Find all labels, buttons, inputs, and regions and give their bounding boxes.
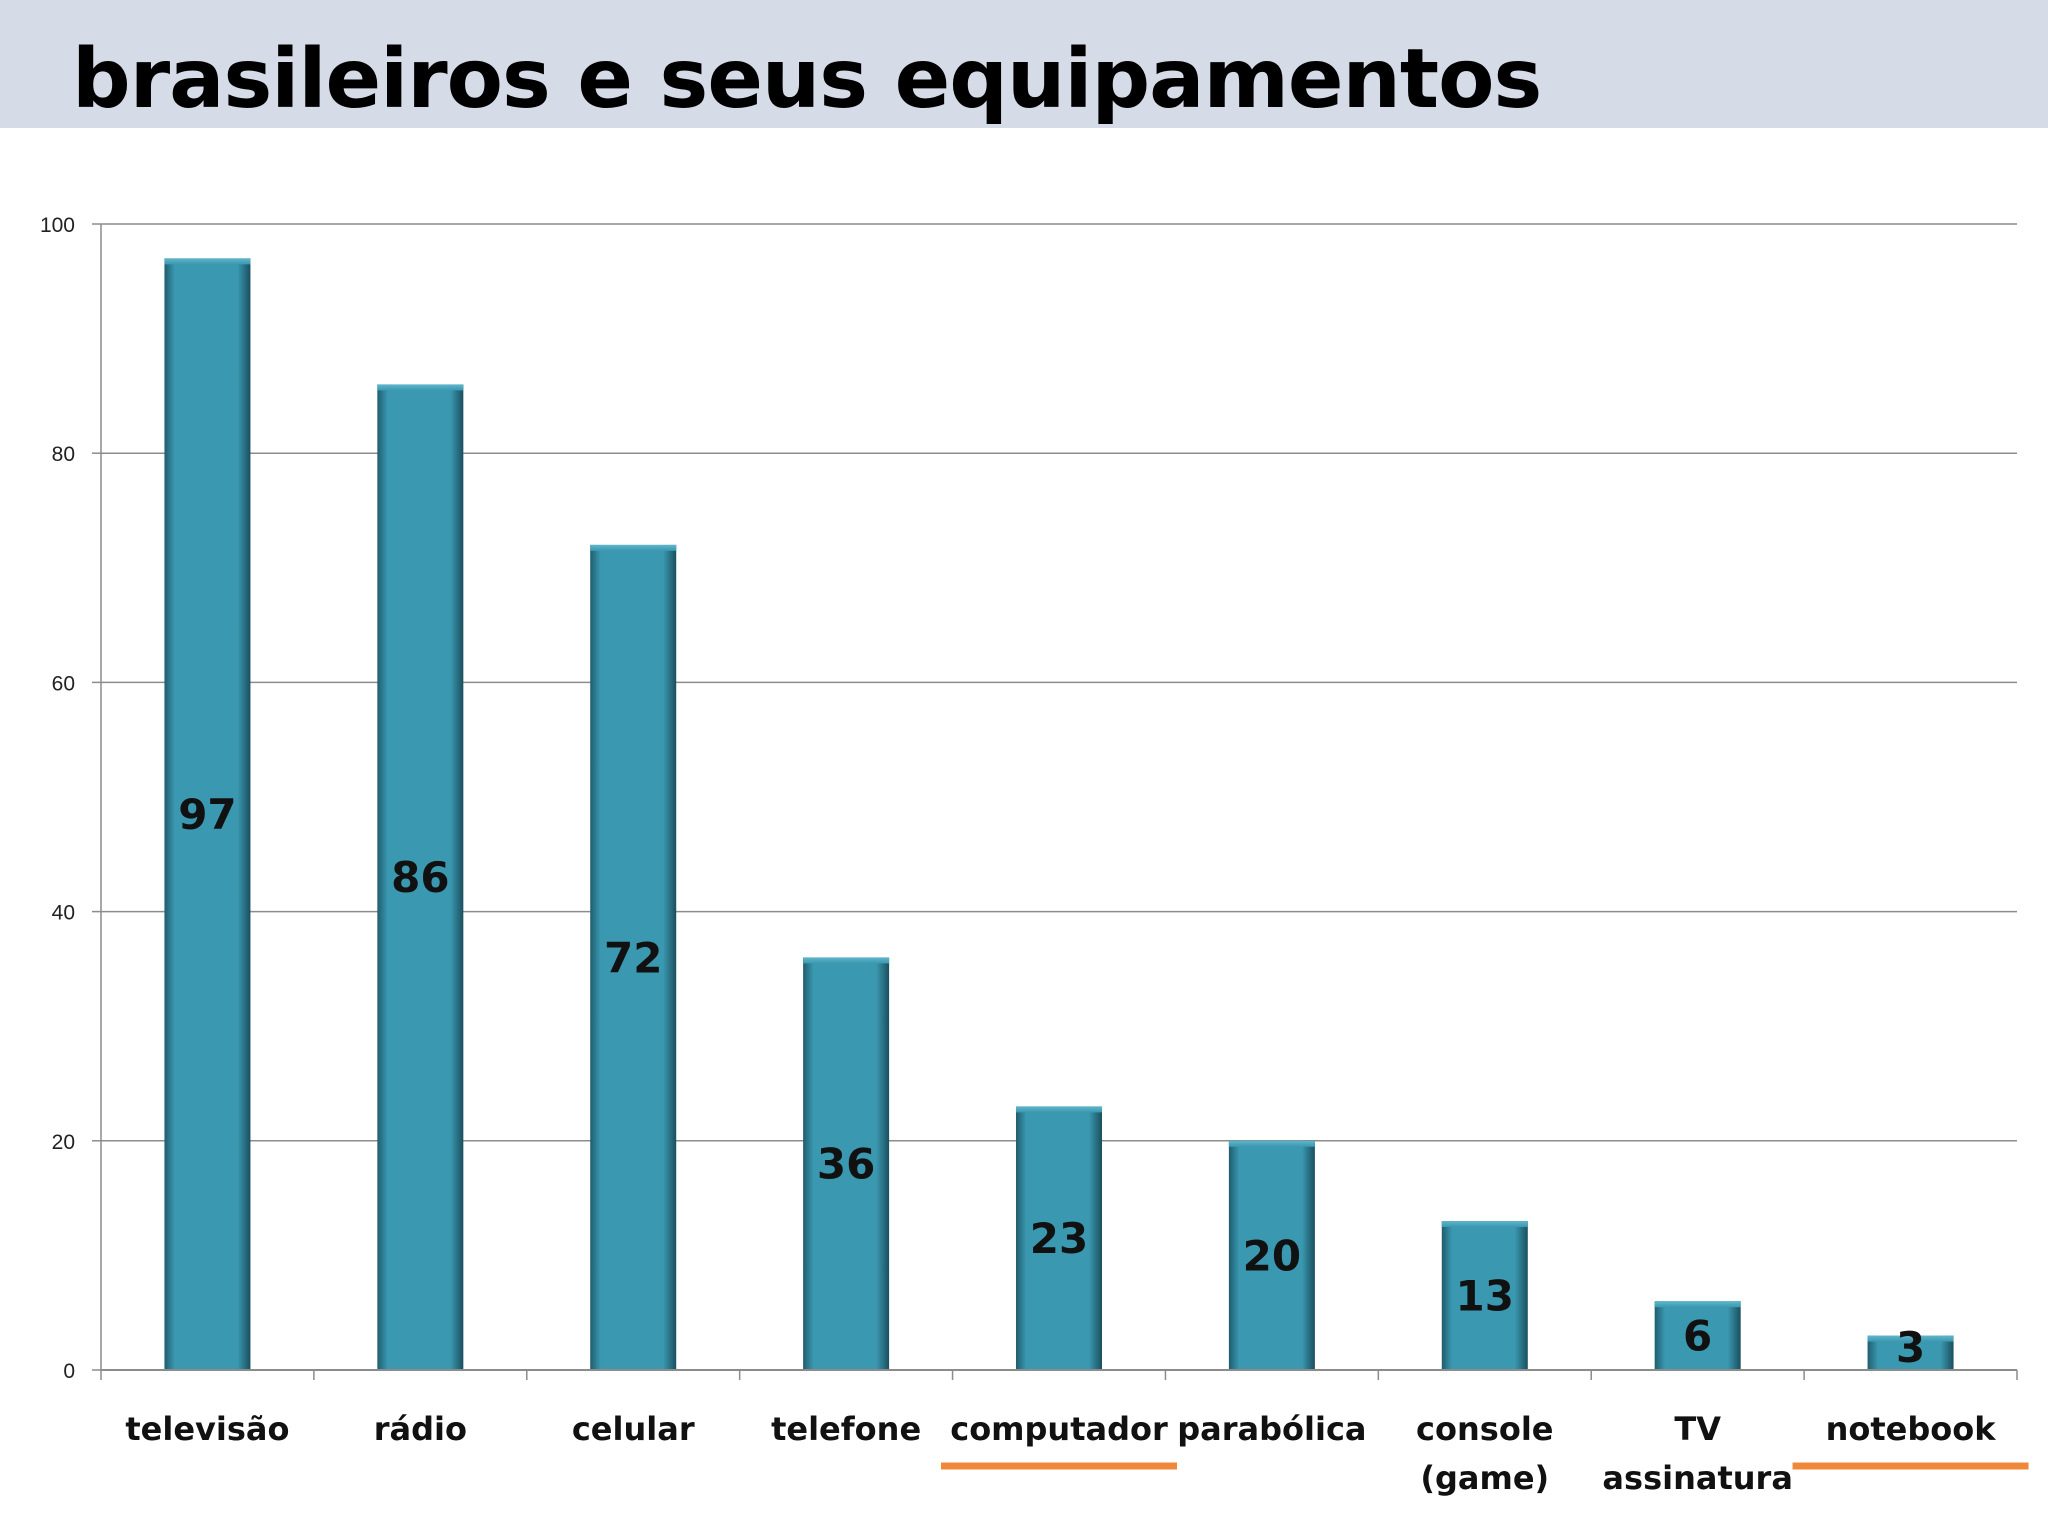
data-label: 86 — [391, 853, 449, 902]
title-band — [0, 0, 2048, 128]
data-label: 23 — [1030, 1214, 1088, 1263]
bar-top — [1654, 1301, 1741, 1308]
bar-top — [1228, 1140, 1315, 1147]
bar-top — [590, 544, 677, 551]
bar-top — [164, 258, 251, 265]
bar-top — [1016, 1106, 1102, 1113]
y-tick-label: 20 — [52, 1131, 75, 1154]
bars — [164, 258, 1954, 1370]
bar — [164, 258, 251, 1370]
data-label: 72 — [604, 933, 662, 982]
x-tick-label: televisão — [125, 1410, 289, 1448]
y-tick-label: 80 — [52, 443, 75, 466]
data-label: 3 — [1896, 1323, 1925, 1372]
y-tick-label: 40 — [52, 902, 75, 925]
bar — [1228, 1140, 1315, 1370]
bar-top — [803, 957, 890, 964]
x-tick-label: computador — [950, 1410, 1168, 1448]
data-label: 20 — [1243, 1231, 1301, 1280]
bar — [590, 544, 677, 1370]
data-label: 13 — [1456, 1272, 1514, 1321]
x-tick-label: console (game) — [1416, 1410, 1553, 1497]
x-tick-label: notebook — [1826, 1410, 1997, 1448]
bar-top — [1441, 1221, 1528, 1228]
axes — [92, 223, 2018, 1380]
y-tick-label: 60 — [52, 672, 75, 695]
bar — [1654, 1301, 1741, 1370]
bar-top — [377, 384, 464, 391]
x-tick-label: rádio — [374, 1410, 467, 1448]
y-tick-label: 0 — [63, 1360, 75, 1383]
x-tick-label: parabólica — [1177, 1410, 1366, 1448]
x-tick-label: celular — [572, 1410, 695, 1448]
x-tick-label: telefone — [771, 1410, 921, 1448]
data-label: 36 — [817, 1140, 875, 1189]
data-label: 97 — [178, 790, 236, 839]
x-tick-label: TV assinatura — [1602, 1410, 1792, 1497]
bar — [377, 384, 464, 1370]
bar — [803, 957, 890, 1370]
y-tick-label: 100 — [40, 214, 75, 237]
bar — [1016, 1106, 1102, 1370]
data-label: 6 — [1683, 1312, 1712, 1361]
bar — [1441, 1221, 1528, 1370]
page-title: brasileiros e seus equipamentos — [72, 32, 1542, 127]
labels: 0 20 40 60 80 100 97 televisão 86 rádio 72 celular 3… — [40, 214, 2029, 1497]
bar-top — [1867, 1335, 1954, 1342]
